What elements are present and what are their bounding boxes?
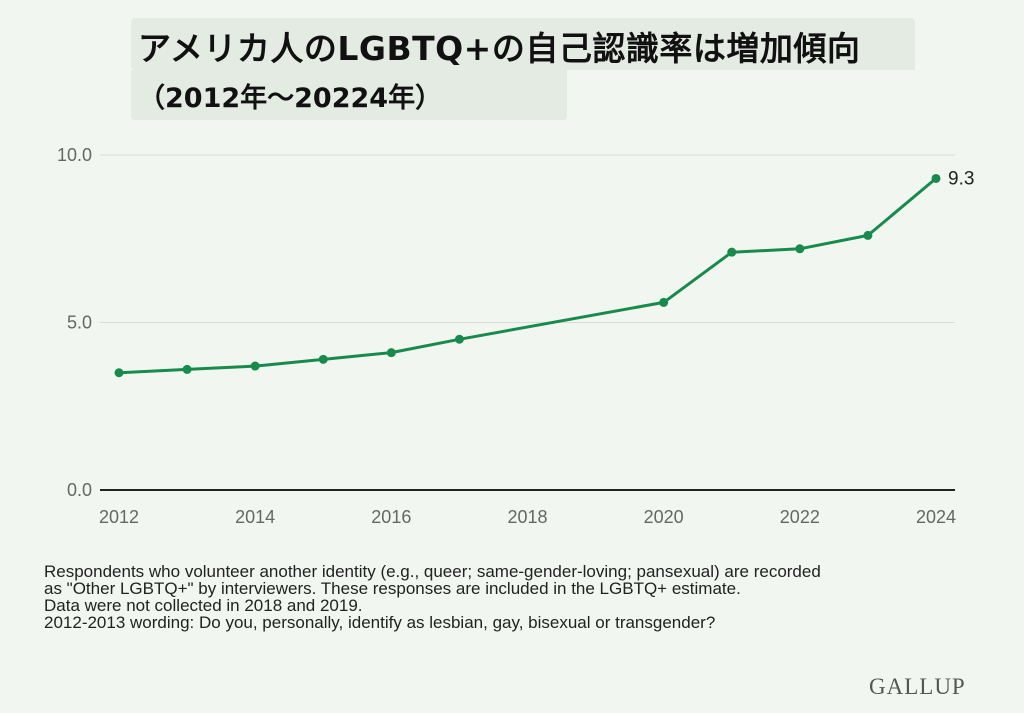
data-point: [318, 354, 328, 364]
y-tick-label: 5.0: [67, 313, 92, 333]
y-axis-ticks: 0.0 5.0 10.0: [57, 145, 92, 500]
footnote-line: 2012-2013 wording: Do you, personally, i…: [44, 613, 716, 632]
x-tick-label: 2016: [371, 507, 411, 527]
end-value-label: 9.3: [948, 168, 974, 189]
data-point: [659, 297, 669, 307]
title-background-line2: [131, 70, 567, 120]
y-tick-label: 10.0: [57, 145, 92, 165]
data-point: [182, 364, 192, 374]
title-background-line1: [131, 18, 915, 70]
data-point: [250, 361, 260, 371]
gallup-logo: GALLUP: [869, 674, 966, 699]
footnote-line: as "Other LGBTQ+" by interviewers. These…: [44, 579, 741, 598]
data-point: [863, 230, 873, 240]
data-point: [454, 334, 464, 344]
series-line: [118, 177, 937, 375]
data-point: [795, 244, 805, 254]
y-tick-label: 0.0: [67, 480, 92, 500]
x-axis-ticks: 2012 2014 2016 2018 2020 2022 2024: [99, 507, 956, 527]
data-point: [386, 348, 396, 358]
x-tick-label: 2024: [916, 507, 956, 527]
data-point: [931, 173, 941, 183]
data-point: [727, 247, 737, 257]
x-tick-label: 2012: [99, 507, 139, 527]
chart-subtitle: （2012年～20224年）: [138, 83, 443, 114]
x-tick-label: 2014: [235, 507, 275, 527]
x-tick-label: 2022: [780, 507, 820, 527]
data-point: [114, 368, 124, 378]
grid-lines: [100, 154, 955, 323]
footnote-line: Respondents who volunteer another identi…: [44, 562, 821, 581]
x-tick-label: 2018: [507, 507, 547, 527]
data-points: [114, 173, 941, 378]
footnotes: Respondents who volunteer another identi…: [44, 563, 1004, 631]
footnote-line: Data were not collected in 2018 and 2019…: [44, 596, 363, 615]
x-tick-label: 2020: [644, 507, 684, 527]
chart-title: アメリカ人のLGBTQ+の自己認識率は増加傾向: [138, 29, 861, 68]
